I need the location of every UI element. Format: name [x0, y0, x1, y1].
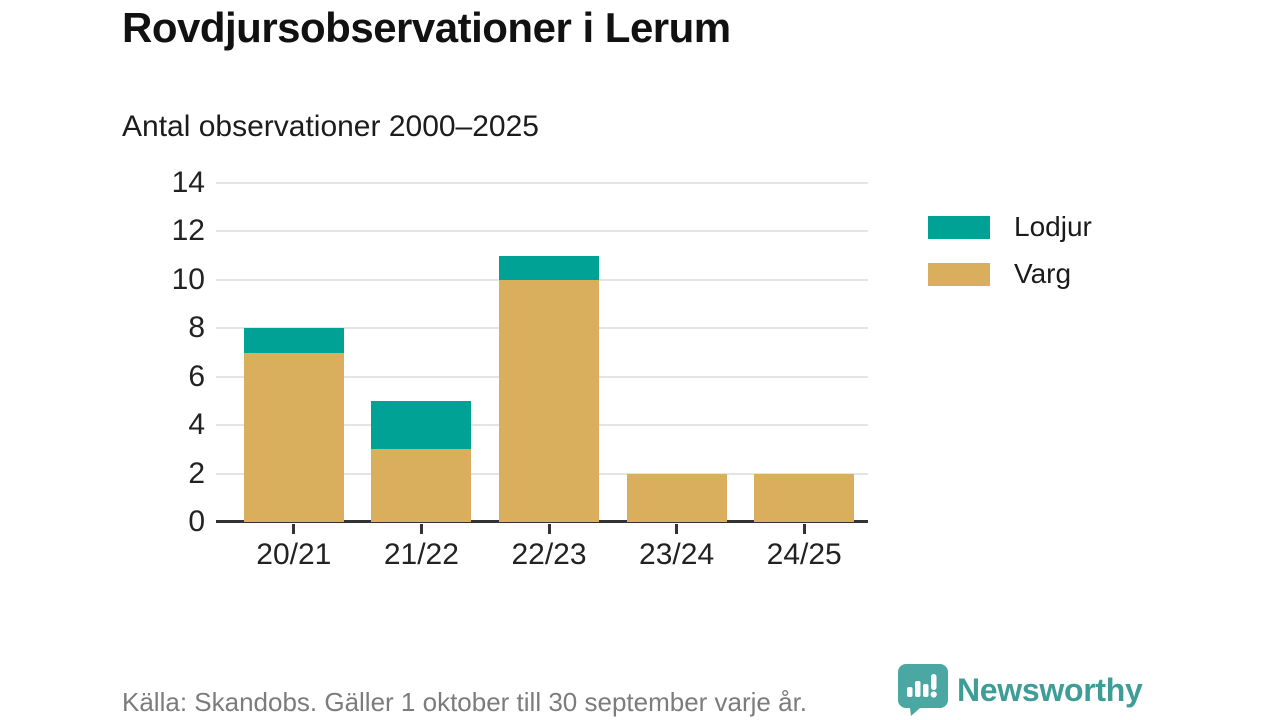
legend-item-varg: Varg: [928, 258, 1092, 289]
y-tick-label: 8: [188, 311, 205, 345]
y-tick-label: 2: [188, 456, 205, 490]
page-title: Rovdjursobservationer i Lerum: [122, 4, 731, 51]
bar-23-24-varg: [626, 473, 727, 522]
x-tick-label: 24/25: [766, 538, 842, 571]
y-tick-label: 0: [188, 505, 205, 538]
x-tick-label: 20/21: [256, 538, 332, 571]
x-tick: [547, 524, 551, 534]
legend-label: Lodjur: [1014, 211, 1092, 242]
x-tick: [802, 524, 806, 534]
gridline-y14: [216, 182, 868, 184]
y-tick-label: 4: [188, 408, 205, 442]
legend-item-lodjur: Lodjur: [928, 211, 1092, 242]
chart-subtitle: Antal observationer 2000–2025: [122, 110, 539, 143]
x-tick-label: 21/22: [383, 538, 459, 571]
brand-name: Newsworthy: [957, 671, 1143, 708]
bar-20-21-lodjur: [243, 328, 344, 353]
source-note: Källa: Skandobs. Gäller 1 oktober till 3…: [122, 687, 808, 717]
brand-lockup: Newsworthy: [898, 664, 1143, 716]
y-tick-label: 6: [188, 359, 205, 393]
y-tick-label: 12: [171, 214, 205, 248]
gridline-y12: [216, 230, 868, 233]
legend: Lodjur Varg: [928, 211, 1092, 309]
y-tick-label: 10: [171, 262, 205, 296]
bar-24-25-varg: [754, 473, 855, 522]
newsworthy-logo-icon: [898, 664, 948, 716]
bar-20-21-varg: [243, 352, 344, 522]
y-tick-label: 14: [171, 166, 205, 199]
bar-22-23-lodjur: [499, 255, 599, 280]
x-tick-label: 22/23: [511, 538, 587, 571]
plot-area: [216, 182, 868, 534]
x-tick-label: 23/24: [639, 538, 715, 571]
x-tick: [292, 524, 296, 534]
legend-swatch-lodjur: [928, 215, 990, 239]
x-tick: [675, 524, 679, 534]
bar-21-22-lodjur: [371, 400, 472, 450]
x-axis-labels: 20/21 21/22 22/23 23/24 24/25: [230, 540, 868, 580]
bar-22-23-varg: [499, 279, 599, 522]
legend-label: Varg: [1014, 258, 1072, 289]
y-axis: 0 2 4 6 8 10 12 14: [110, 168, 205, 537]
legend-swatch-varg: [928, 262, 990, 286]
bar-21-22-varg: [371, 449, 472, 522]
x-tick: [419, 524, 423, 534]
